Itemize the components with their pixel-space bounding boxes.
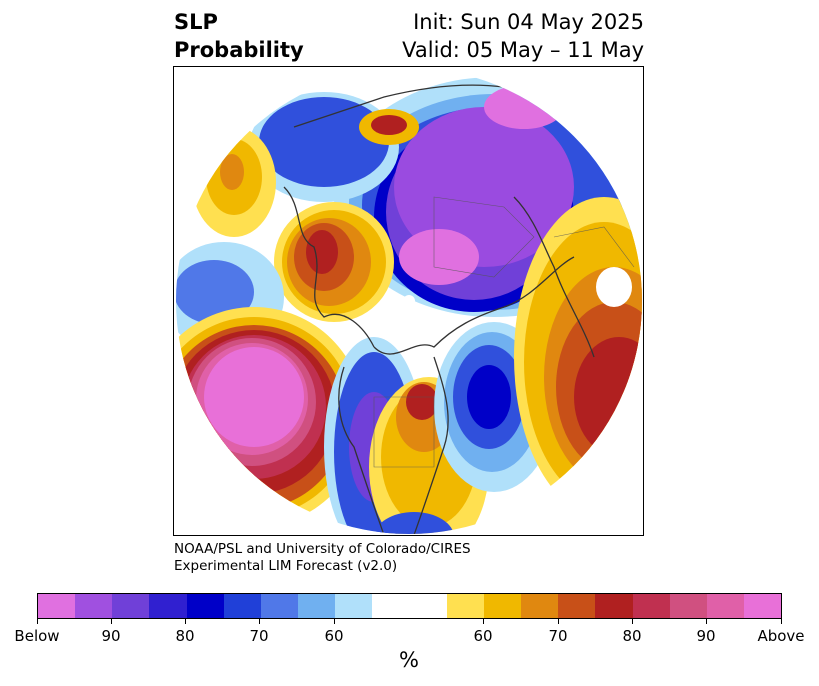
colorbar-tick-label: 90 (696, 627, 716, 645)
colorbar-tickmark (483, 619, 484, 624)
valid-range: Valid: 05 May – 11 May (402, 38, 644, 62)
colorbar-tickmark (259, 619, 260, 624)
colorbar-tickmark (185, 619, 186, 624)
colorbar-segment (483, 594, 522, 618)
colorbar-segment (743, 594, 782, 618)
map-panel (173, 66, 644, 536)
colorbar-segment (521, 594, 559, 618)
colorbar (37, 593, 782, 619)
title-variable: SLP (174, 10, 218, 34)
credit-line-1: NOAA/PSL and University of Colorado/CIRE… (174, 541, 471, 557)
colorbar-tick-label: Above (757, 627, 805, 645)
colorbar-tickmark (781, 619, 782, 624)
colorbar-segment (335, 594, 373, 618)
pole-marker (403, 295, 415, 307)
colorbar-segment (558, 594, 596, 618)
colorbar-tick-label: Below (14, 627, 60, 645)
map-title-right: Init: Sun 04 May 2025 Valid: 05 May – 11… (402, 8, 644, 64)
colorbar-tickmark (632, 619, 633, 624)
credit-line-2: Experimental LIM Forecast (v2.0) (174, 558, 398, 574)
probability-map (176, 68, 642, 534)
colorbar-segment (223, 594, 261, 618)
colorbar-tick-label: 70 (548, 627, 568, 645)
region-below-south (374, 512, 454, 534)
colorbar-tick-label: 90 (101, 627, 121, 645)
colorbar-unit: % (399, 648, 419, 672)
colorbar-tick-label: 80 (622, 627, 642, 645)
colorbar-segment (632, 594, 670, 618)
colorbar-segment (298, 594, 336, 618)
colorbar-segment (669, 594, 707, 618)
coastlines (283, 84, 595, 534)
colorbar-segment (446, 594, 484, 618)
credit-text: NOAA/PSL and University of Colorado/CIRE… (174, 541, 471, 575)
colorbar-tickmark (334, 619, 335, 624)
colorbar-segment (372, 594, 410, 618)
colorbar-tickmark (37, 619, 38, 624)
colorbar-segment (706, 594, 744, 618)
region-above-atlantic (192, 127, 276, 237)
colorbar-segment (595, 594, 633, 618)
colorbar-tick-label: 60 (324, 627, 344, 645)
colorbar-segment (149, 594, 187, 618)
colorbar-segment (75, 594, 113, 618)
title-quantity: Probability (174, 38, 304, 62)
colorbar-segment (186, 594, 224, 618)
colorbar-tickmark (706, 619, 707, 624)
colorbar-tickmark (558, 619, 559, 624)
region-above-east-asia (514, 197, 642, 517)
region-below-arctic (249, 92, 419, 202)
init-date: Init: Sun 04 May 2025 (413, 10, 644, 34)
borders (373, 196, 635, 468)
colorbar-segment (409, 594, 447, 618)
colorbar-segment (112, 594, 150, 618)
colorbar-tickmark (111, 619, 112, 624)
colorbar-segment (260, 594, 299, 618)
map-title-left: SLP Probability (174, 8, 304, 64)
region-above-europe (274, 202, 394, 322)
colorbar-segment (38, 594, 76, 618)
colorbar-tick-label: 80 (175, 627, 195, 645)
colorbar-tick-label: 70 (249, 627, 269, 645)
colorbar-tick-label: 60 (473, 627, 493, 645)
